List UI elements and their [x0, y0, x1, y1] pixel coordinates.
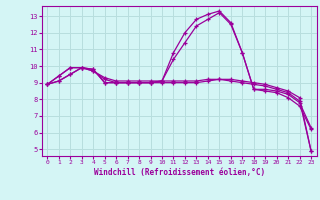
X-axis label: Windchill (Refroidissement éolien,°C): Windchill (Refroidissement éolien,°C): [94, 168, 265, 177]
